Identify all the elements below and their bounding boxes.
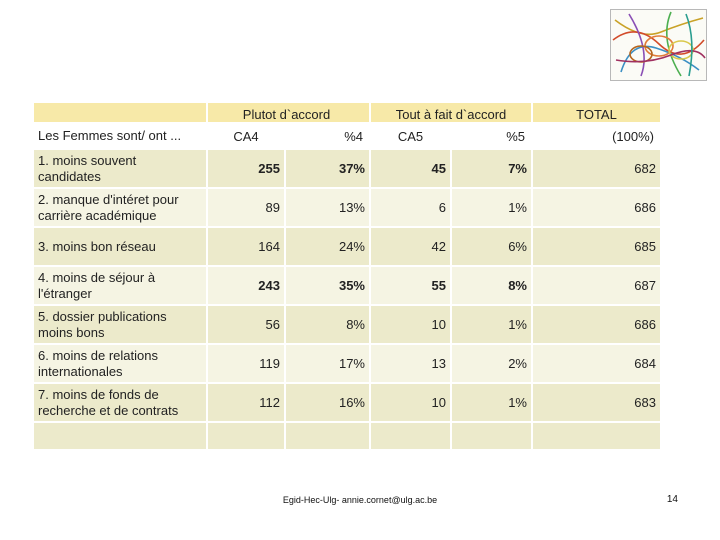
empty-cell [286, 423, 369, 449]
table-row: 6. moins de relations internationales 11… [34, 345, 660, 382]
cell-p5: 6% [452, 228, 531, 265]
cell-ca4: 243 [208, 267, 284, 304]
cell-p5: 2% [452, 345, 531, 382]
row-label: 5. dossier publications moins bons [34, 306, 206, 343]
threads-logo-icon [610, 9, 707, 81]
cell-p5: 1% [452, 384, 531, 421]
cell-p4: 16% [286, 384, 369, 421]
row-label: 4. moins de séjour à l'étranger [34, 267, 206, 304]
row-label: 3. moins bon réseau [34, 228, 206, 265]
empty-cell [34, 423, 206, 449]
cell-ca5: 10 [371, 384, 450, 421]
cell-p5: 1% [452, 306, 531, 343]
cell-total: 683 [533, 384, 660, 421]
page-number: 14 [666, 494, 678, 505]
cell-total: 686 [533, 306, 660, 343]
header-total: TOTAL [533, 103, 660, 122]
cell-p4: 17% [286, 345, 369, 382]
cell-p5: 7% [452, 150, 531, 187]
empty-cell [452, 423, 531, 449]
survey-table: Plutot d`accord Tout à fait d`accord TOT… [32, 101, 662, 451]
subheader-p4: %4 [286, 124, 369, 148]
cell-total: 684 [533, 345, 660, 382]
empty-cell [208, 423, 284, 449]
cell-p4: 37% [286, 150, 369, 187]
header-tout: Tout à fait d`accord [371, 103, 531, 122]
cell-ca5: 13 [371, 345, 450, 382]
empty-cell [533, 423, 660, 449]
table-row: 7. moins de fonds de recherche et de con… [34, 384, 660, 421]
row-label: 7. moins de fonds de recherche et de con… [34, 384, 206, 421]
cell-p4: 8% [286, 306, 369, 343]
header-row: Plutot d`accord Tout à fait d`accord TOT… [34, 103, 660, 122]
cell-ca5: 55 [371, 267, 450, 304]
subheader-ca4: CA4 [208, 124, 284, 148]
table-row: 2. manque d'intéret pour carrière académ… [34, 189, 660, 226]
cell-ca4: 112 [208, 384, 284, 421]
subheader-ca5: CA5 [371, 124, 450, 148]
subheader-p5: %5 [452, 124, 531, 148]
cell-total: 686 [533, 189, 660, 226]
subheader-total: (100%) [533, 124, 660, 148]
empty-cell [371, 423, 450, 449]
table-row: 5. dossier publications moins bons 56 8%… [34, 306, 660, 343]
cell-total: 682 [533, 150, 660, 187]
cell-ca5: 42 [371, 228, 450, 265]
cell-ca4: 89 [208, 189, 284, 226]
cell-ca5: 6 [371, 189, 450, 226]
table-row: 3. moins bon réseau 164 24% 42 6% 685 [34, 228, 660, 265]
cell-ca4: 119 [208, 345, 284, 382]
cell-p4: 13% [286, 189, 369, 226]
row-label: 6. moins de relations internationales [34, 345, 206, 382]
subheader-row: Les Femmes sont/ ont ... CA4 %4 CA5 %5 (… [34, 124, 660, 148]
cell-total: 687 [533, 267, 660, 304]
empty-row [34, 423, 660, 449]
table-row: 1. moins souvent candidates 255 37% 45 7… [34, 150, 660, 187]
footer-text: Egid-Hec-Ulg- annie.cornet@ulg.ac.be [282, 495, 438, 505]
cell-p4: 35% [286, 267, 369, 304]
cell-ca5: 10 [371, 306, 450, 343]
subheader-label: Les Femmes sont/ ont ... [34, 124, 206, 148]
cell-p5: 1% [452, 189, 531, 226]
cell-ca5: 45 [371, 150, 450, 187]
row-label: 2. manque d'intéret pour carrière académ… [34, 189, 206, 226]
header-plutot: Plutot d`accord [208, 103, 369, 122]
table-row: 4. moins de séjour à l'étranger 243 35% … [34, 267, 660, 304]
cell-ca4: 56 [208, 306, 284, 343]
row-label: 1. moins souvent candidates [34, 150, 206, 187]
cell-p5: 8% [452, 267, 531, 304]
cell-p4: 24% [286, 228, 369, 265]
header-empty-cell [34, 103, 206, 122]
cell-total: 685 [533, 228, 660, 265]
cell-ca4: 164 [208, 228, 284, 265]
cell-ca4: 255 [208, 150, 284, 187]
